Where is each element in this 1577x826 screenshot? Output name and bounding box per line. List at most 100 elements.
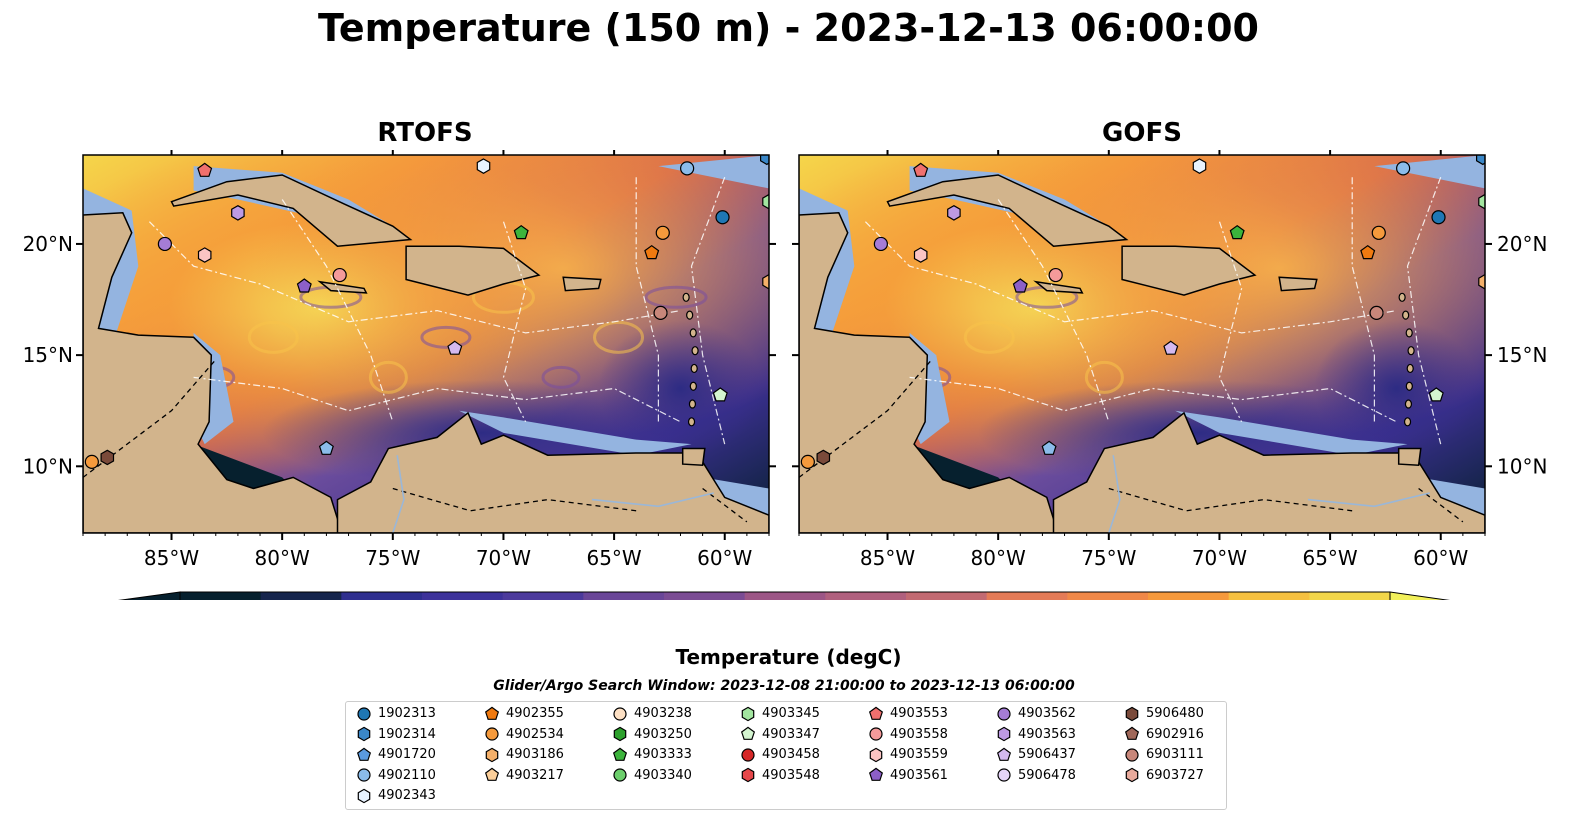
pentagon-marker-icon <box>740 726 756 740</box>
legend-label: 4903458 <box>762 747 820 763</box>
island-cuba <box>170 174 413 247</box>
contour-line <box>690 176 726 445</box>
hexagon-marker-icon <box>1125 706 1139 721</box>
pentagon-marker-icon <box>868 706 884 720</box>
float-marker <box>513 224 529 240</box>
legend-item: 4903347 <box>740 725 820 745</box>
legend-marker <box>357 788 371 804</box>
island-lesser-antilles <box>1405 328 1413 338</box>
float-marker <box>762 273 769 290</box>
eddy <box>593 320 645 354</box>
float-marker <box>447 340 463 355</box>
legend-item: 5906478 <box>996 766 1076 786</box>
lat-tick-label: 20°N <box>23 232 73 256</box>
float-marker <box>644 244 660 260</box>
legend-label: 4903340 <box>634 767 692 783</box>
eddy <box>541 365 581 389</box>
legend-marker <box>996 747 1012 761</box>
lat-tick-label: 10°N <box>1497 454 1547 478</box>
colorbar-bin <box>906 592 988 600</box>
legend-marker <box>741 748 755 762</box>
colorbar-bin <box>1148 592 1230 600</box>
colorbar-bin <box>260 592 342 600</box>
float-marker <box>197 162 213 177</box>
float-marker <box>332 267 347 283</box>
legend-marker <box>997 706 1011 721</box>
legend-item: 4901720 <box>356 745 436 765</box>
float-marker <box>653 305 668 320</box>
legend-item: 6903111 <box>1124 745 1204 765</box>
float-marker <box>715 210 730 225</box>
contour-line <box>193 376 681 423</box>
float-marker <box>1428 387 1444 402</box>
legend-marker <box>613 706 627 721</box>
circle-marker-icon <box>613 768 627 782</box>
lon-tick-label: 85°W <box>860 546 915 570</box>
island-lesser-antilles <box>1404 399 1413 409</box>
river <box>392 455 405 533</box>
circle-marker-icon <box>357 706 371 721</box>
legend-item: 4903558 <box>868 725 948 745</box>
legend-label: 5906478 <box>1018 767 1076 783</box>
float-marker <box>913 162 929 177</box>
colorbar-bin <box>1067 592 1149 600</box>
legend-item: 4903333 <box>612 745 692 765</box>
legend-marker <box>357 726 371 742</box>
legend-item: 4902534 <box>484 725 564 745</box>
legend-item: 4903562 <box>996 704 1076 724</box>
pentagon-marker-icon <box>484 706 500 720</box>
hexagon-marker-icon <box>997 726 1011 742</box>
float-marker <box>1192 158 1207 174</box>
float-legend: 1902313 1902314 4901720 4902110 4902343 49023… <box>345 701 1227 810</box>
island-lesser-antilles <box>687 417 696 427</box>
float-marker <box>762 193 769 210</box>
island-lesser-antilles <box>682 292 690 302</box>
hexagon-marker-icon <box>613 726 627 742</box>
landmass-central-america <box>83 212 343 533</box>
legend-item: 4903548 <box>740 766 820 786</box>
hexagon-marker-icon <box>869 747 883 762</box>
float-marker <box>1012 278 1028 293</box>
float-marker <box>1360 244 1376 260</box>
legend-marker <box>613 726 627 742</box>
float-marker <box>1048 267 1063 283</box>
legend-marker <box>741 768 755 783</box>
island-lesser-antilles <box>688 399 697 409</box>
legend-item: 6902916 <box>1124 725 1204 745</box>
float-marker <box>1369 305 1384 320</box>
map-panels: 85°W 80°W 75°W 70°W 65°W 60°W 20°N 15°N 10°N 85°… <box>23 150 1547 600</box>
legend-marker <box>869 727 883 741</box>
legend-label: 4903250 <box>634 726 692 742</box>
eddy <box>368 360 408 394</box>
map-frame <box>798 154 1486 534</box>
legend-label: 4902534 <box>506 726 564 742</box>
legend-marker <box>997 726 1011 742</box>
lon-tick-label: 75°W <box>1081 546 1136 570</box>
contour-line <box>281 199 394 422</box>
colorbar-bin <box>341 592 423 600</box>
hexagon-marker-icon <box>741 706 755 721</box>
float-marker <box>1478 193 1485 210</box>
legend-item: 5906437 <box>996 745 1076 765</box>
float-marker <box>1229 224 1245 240</box>
island-puerto-rico <box>562 276 602 292</box>
legend-label: 4903333 <box>634 747 692 763</box>
island-lesser-antilles <box>1406 363 1414 374</box>
pentagon-marker-icon <box>996 747 1012 761</box>
float-marker <box>816 449 831 466</box>
contour-line <box>909 376 1397 423</box>
legend-label: 6902916 <box>1146 726 1204 742</box>
lon-tick-label: 65°W <box>1302 546 1357 570</box>
lat-tick-label: 20°N <box>1497 232 1547 256</box>
colorbar-bin <box>825 592 907 600</box>
lon-tick-label: 65°W <box>586 546 641 570</box>
legend-marker <box>484 767 500 782</box>
legend-item: 6903727 <box>1124 766 1204 786</box>
float-marker <box>873 236 888 252</box>
island-lesser-antilles <box>691 346 699 356</box>
legend-label: 4901720 <box>378 747 436 763</box>
legend-marker <box>869 747 883 762</box>
eddy <box>420 325 472 349</box>
float-marker <box>1041 440 1057 455</box>
float-marker <box>1371 225 1386 240</box>
